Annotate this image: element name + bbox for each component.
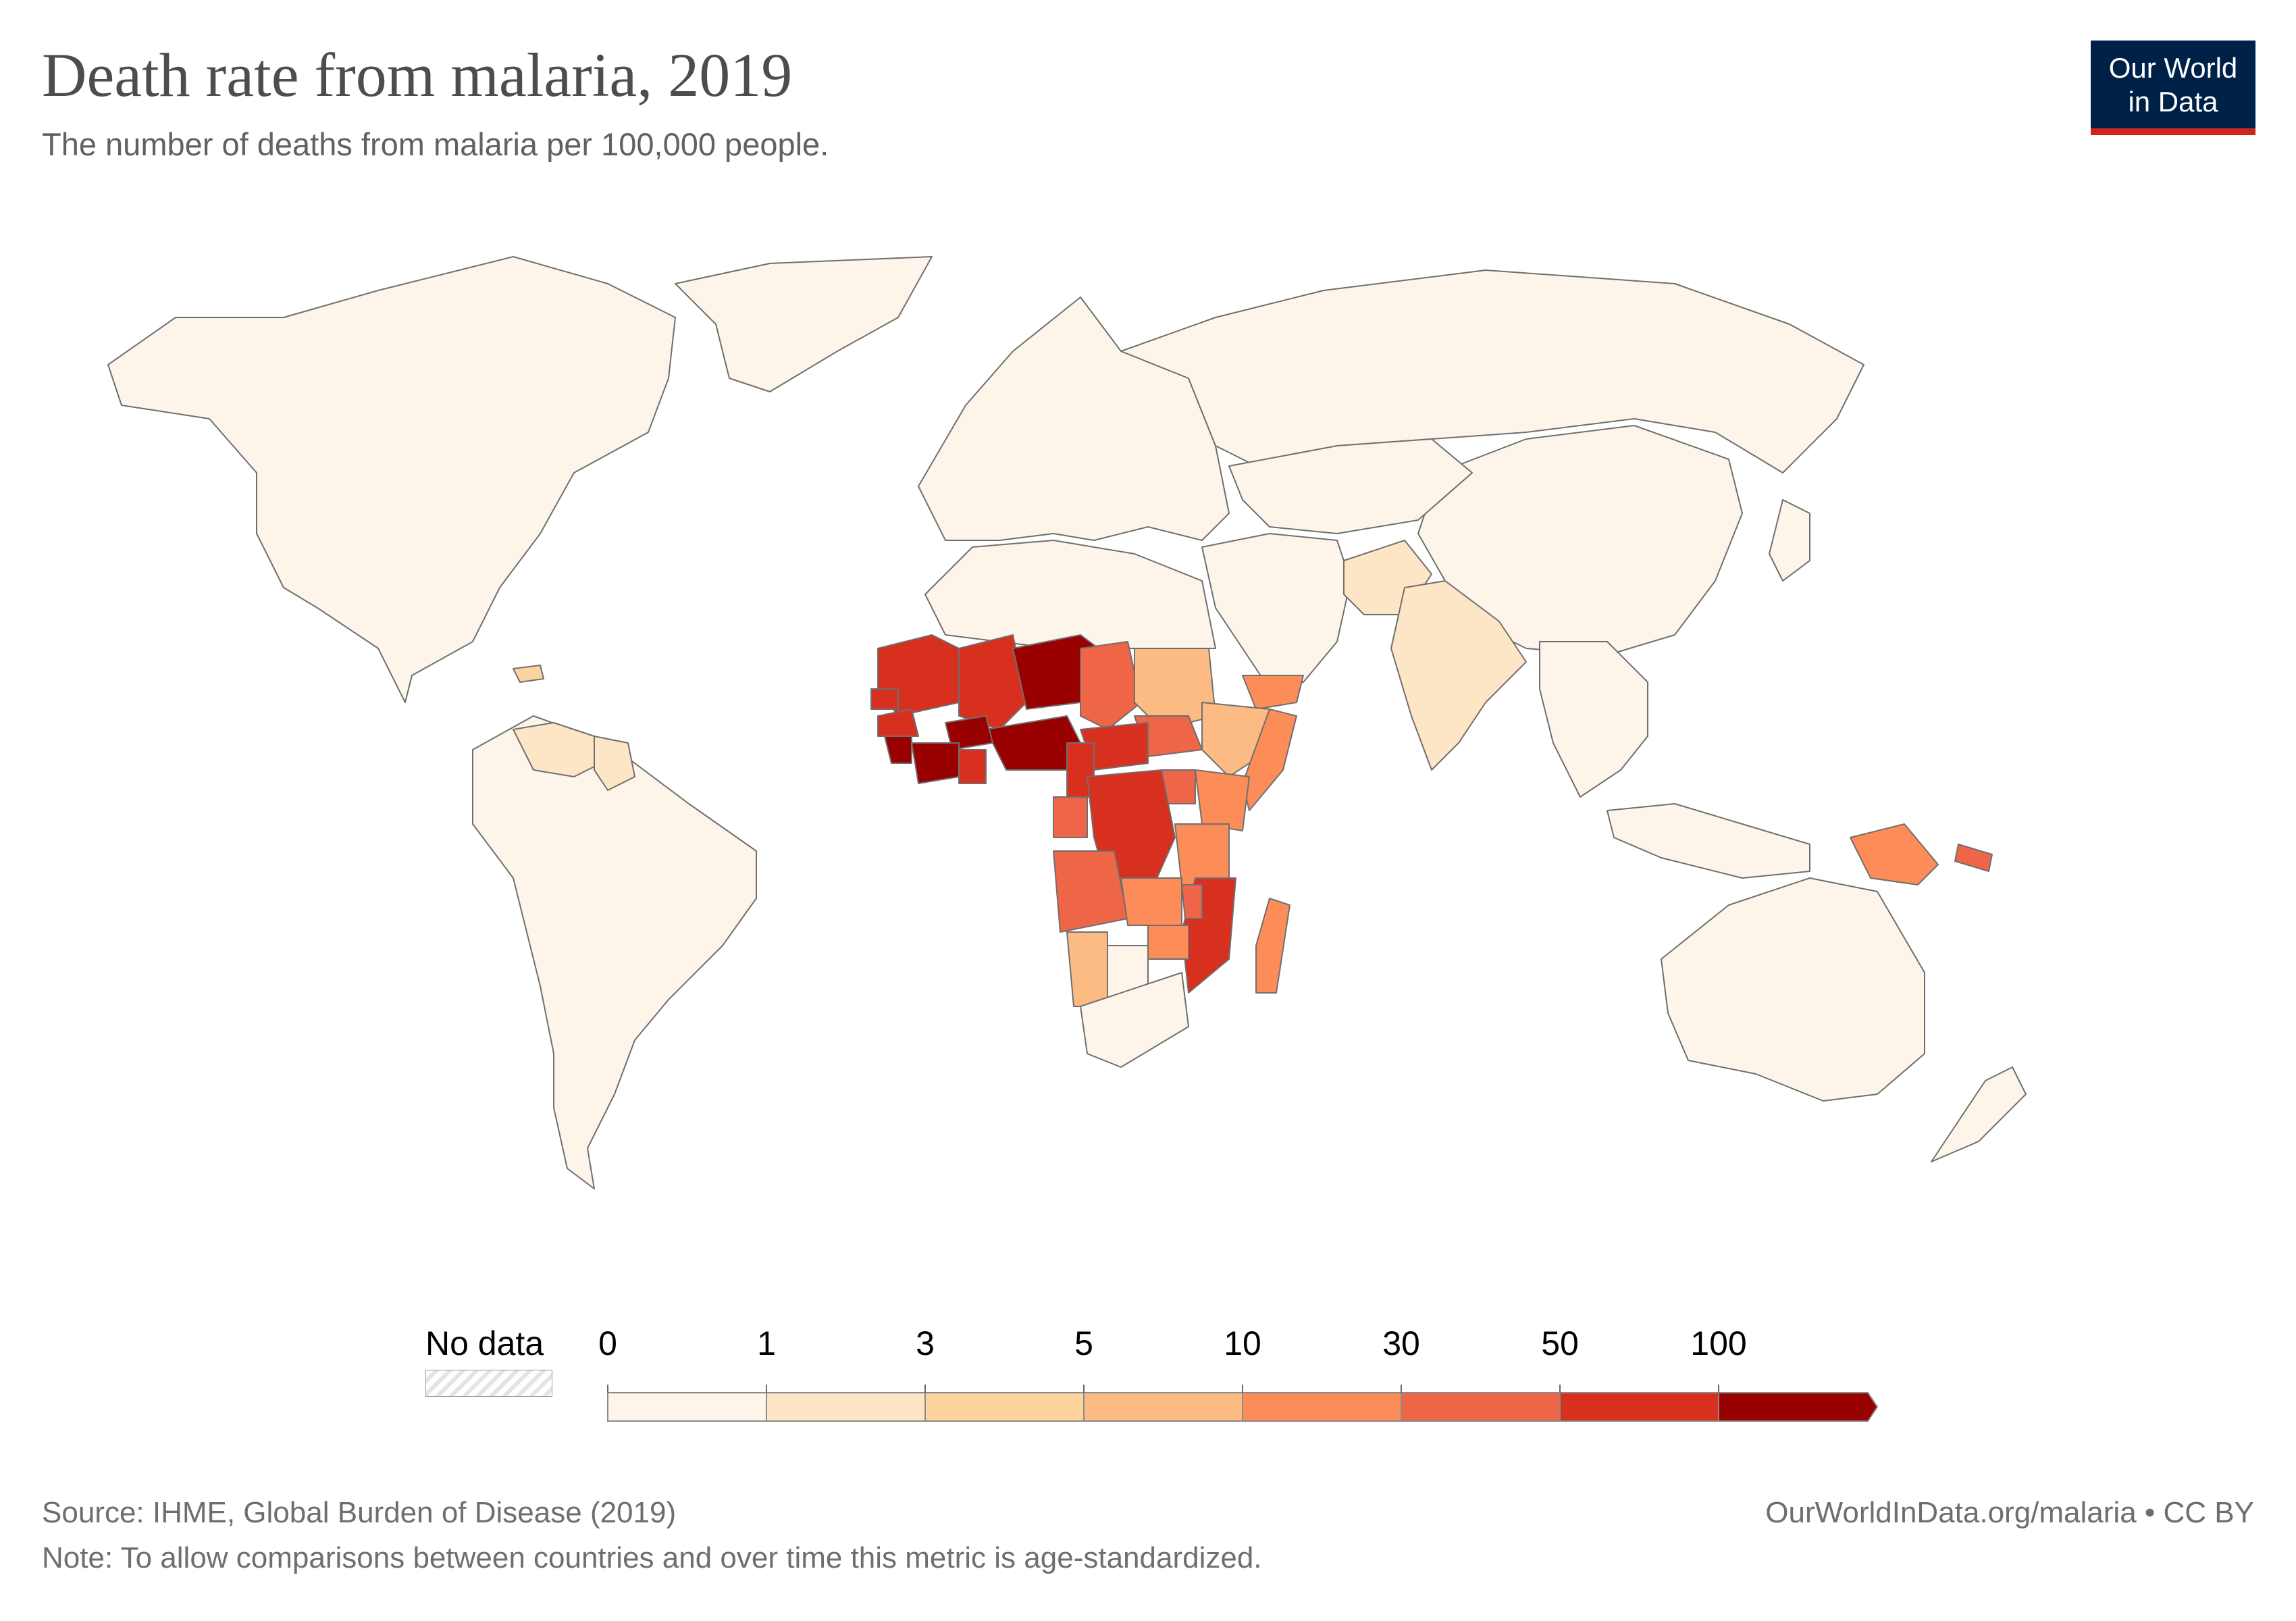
region-india[interactable] [1390,580,1527,771]
legend-tick-label: 30 [1382,1324,1420,1362]
region-namibia[interactable] [1066,931,1108,1007]
region-guyana[interactable] [594,736,635,791]
page-subtitle: The number of deaths from malaria per 10… [42,126,829,162]
region-burkina-faso[interactable] [945,715,993,750]
legend-bin-0 [607,1392,767,1422]
legend-tick-label: 50 [1541,1324,1579,1362]
region-zimbabwe[interactable] [1147,925,1189,960]
legend-bin-6 [1559,1392,1719,1422]
owid-logo[interactable]: Our World in Data [2091,41,2255,135]
region-europe[interactable] [918,297,1230,541]
region-papua-new-guinea[interactable] [1850,823,1939,885]
legend-tick-label: 5 [1074,1324,1093,1362]
region-chad[interactable] [1080,641,1142,730]
region-sierra-leone[interactable] [884,736,912,764]
logo-accent-bar [2091,128,2255,135]
region-gabon[interactable] [1053,796,1088,838]
source-text: Source: IHME, Global Burden of Disease (… [42,1496,677,1529]
region-greenland[interactable] [675,256,933,392]
region-japan[interactable] [1769,499,1810,582]
no-data-label: No data [425,1324,544,1362]
legend-bin-1 [766,1392,926,1422]
region-mali[interactable] [958,634,1027,730]
legend-bin-2 [924,1392,1085,1422]
region-uganda[interactable] [1161,769,1196,804]
region-solomon-islands[interactable] [1954,844,1993,872]
region-southeast-asia[interactable] [1539,641,1648,798]
note-text: Note: To allow comparisons between count… [42,1541,1262,1574]
region-zambia[interactable] [1120,877,1182,926]
region-madagascar[interactable] [1255,898,1290,994]
logo-line-2: in Data [2128,86,2218,118]
region-central-asia[interactable] [1228,438,1473,534]
legend-tick-label: 3 [916,1324,935,1362]
page-title: Death rate from malaria, 2019 [42,41,793,109]
region-somalia[interactable] [1242,709,1297,811]
region-angola[interactable] [1053,850,1128,933]
legend-bin-7 [1718,1392,1879,1422]
region-haiti[interactable] [513,665,544,683]
region-north-america[interactable] [107,256,676,703]
region-middle-east[interactable] [1201,533,1351,690]
legend-tick-label: 10 [1224,1324,1261,1362]
region-new-zealand[interactable] [1931,1066,2027,1162]
region-australia[interactable] [1661,877,1925,1102]
region-malawi[interactable] [1181,884,1203,919]
source-url-link[interactable]: OurWorldInData.org/malaria • CC BY [1765,1496,2254,1529]
region-guinea[interactable] [877,709,919,737]
world-map [107,256,2027,1189]
legend: No data 0 1 3 5 10 30 50 100 [0,1324,2296,1439]
region-north-africa[interactable] [924,540,1216,649]
legend-bin-5 [1401,1392,1561,1422]
region-kenya[interactable] [1195,769,1250,831]
logo-line-1: Our World [2108,52,2238,84]
legend-tick-label: 1 [757,1324,776,1362]
region-ghana[interactable] [958,749,987,784]
region-yemen[interactable] [1242,675,1304,710]
legend-color-bar [607,1385,1879,1422]
region-tanzania[interactable] [1174,823,1230,885]
legend-tick-label: 100 [1690,1324,1747,1362]
region-cote-d-ivoire[interactable] [911,742,960,784]
region-russia[interactable] [1120,269,1864,473]
region-indonesia[interactable] [1607,803,1810,879]
region-senegal[interactable] [870,688,899,710]
region-south-america[interactable] [472,715,757,1189]
no-data-swatch [425,1370,552,1397]
legend-tick-label: 0 [598,1324,617,1362]
legend-bin-4 [1242,1392,1402,1422]
legend-bin-3 [1083,1392,1243,1422]
region-south-africa[interactable] [1080,972,1189,1068]
